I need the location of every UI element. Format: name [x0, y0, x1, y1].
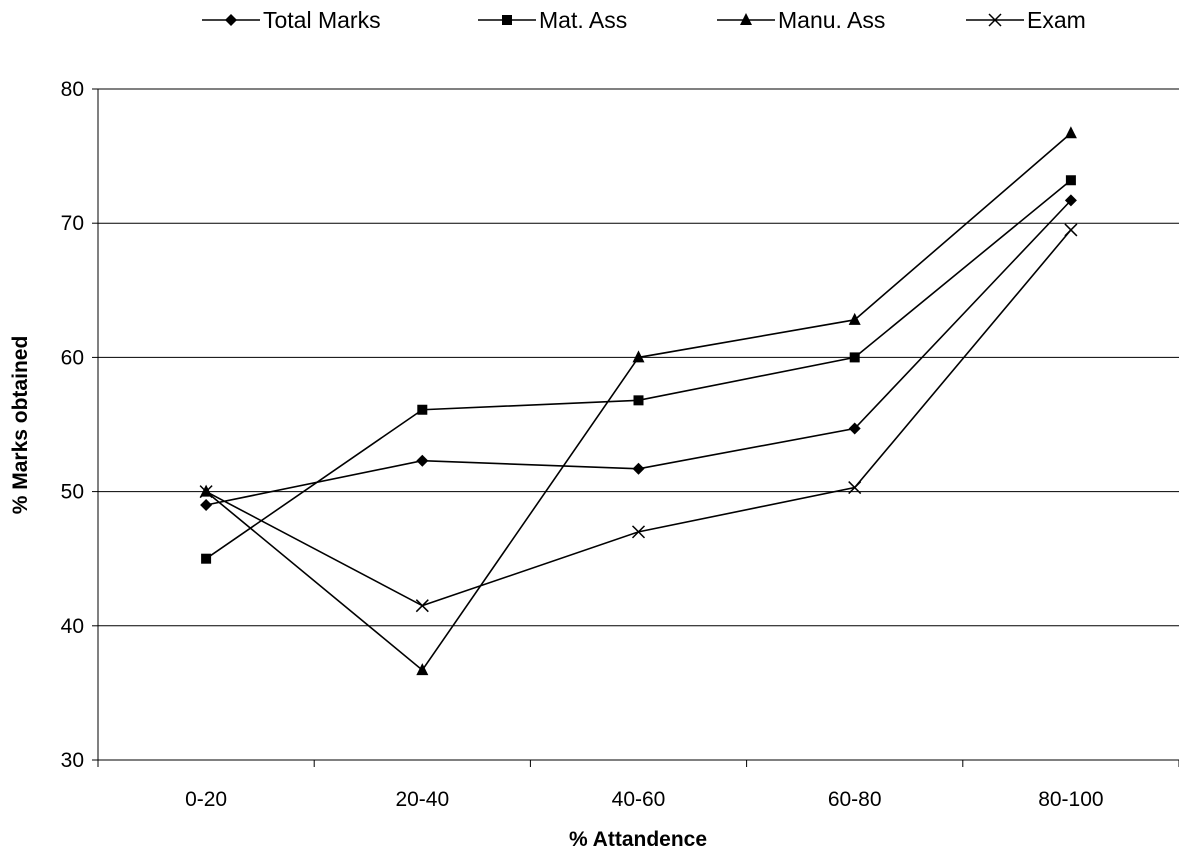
- legend-marker-total-marks: [225, 14, 237, 26]
- point-mat-ass-20-40: [417, 404, 428, 415]
- point-mat-ass-60-80: [849, 352, 860, 363]
- series-lines: [199, 126, 1078, 676]
- x-tick-label-0-20: 0-20: [185, 788, 227, 811]
- point-mat-ass-80-100: [1065, 175, 1076, 186]
- point-mat-ass-40-60: [633, 395, 644, 406]
- series-mat-ass: [201, 175, 1076, 564]
- y-tick-label: 80: [61, 78, 84, 101]
- series-total-marks: [200, 194, 1077, 512]
- x-axis-title: % Attandence: [569, 828, 707, 851]
- point-exam-40-60: [631, 525, 646, 539]
- point-exam-20-40: [415, 599, 429, 613]
- point-exam-60-80: [848, 481, 862, 495]
- x-tick-label-40-60: 40-60: [612, 788, 666, 811]
- point-exam-0-20: [199, 485, 213, 499]
- point-total-marks-0-20: [200, 499, 213, 512]
- legend-item-mat-ass: Mat. Ass: [478, 7, 627, 33]
- axes: 30 40 50 60 70 80 0-20 20-40 40-60 60-80 80-100: [61, 78, 1179, 811]
- point-exam-80-100: [1064, 223, 1078, 237]
- series-exam: [199, 223, 1078, 613]
- y-tick-label: 40: [61, 615, 84, 638]
- point-manu-ass-20-40: [416, 663, 429, 676]
- y-axis-title: % Marks obtained: [9, 336, 32, 515]
- legend-item-total-marks: Total Marks: [202, 7, 381, 33]
- legend: Total Marks Mat. Ass Manu. Ass Exam: [202, 7, 1086, 33]
- y-tick-label: 30: [61, 749, 84, 772]
- point-total-marks-20-40: [416, 454, 429, 467]
- point-total-marks-40-60: [632, 462, 645, 475]
- legend-marker-exam: [988, 13, 1002, 27]
- legend-label-total-marks: Total Marks: [263, 7, 381, 33]
- point-mat-ass-0-20: [201, 553, 212, 564]
- series-line-mat-ass: [205, 179, 1072, 560]
- x-tick-label-20-40: 20-40: [395, 788, 449, 811]
- point-manu-ass-40-60: [632, 350, 645, 363]
- legend-item-manu-ass: Manu. Ass: [717, 7, 885, 33]
- legend-label-exam: Exam: [1027, 7, 1086, 33]
- legend-label-manu-ass: Manu. Ass: [778, 7, 885, 33]
- point-manu-ass-80-100: [1064, 126, 1077, 139]
- y-tick-label: 60: [61, 346, 84, 369]
- x-tick-label-80-100: 80-100: [1038, 788, 1103, 811]
- point-total-marks-60-80: [848, 422, 861, 435]
- legend-label-mat-ass: Mat. Ass: [539, 7, 627, 33]
- x-tick-label-60-80: 60-80: [828, 788, 882, 811]
- y-tick-label: 50: [61, 481, 84, 504]
- y-tick-label: 70: [61, 212, 84, 235]
- legend-marker-manu-ass: [740, 13, 752, 25]
- point-total-marks-80-100: [1064, 194, 1077, 207]
- point-manu-ass-60-80: [848, 312, 861, 325]
- legend-item-exam: Exam: [966, 7, 1086, 33]
- legend-marker-mat-ass: [502, 15, 512, 25]
